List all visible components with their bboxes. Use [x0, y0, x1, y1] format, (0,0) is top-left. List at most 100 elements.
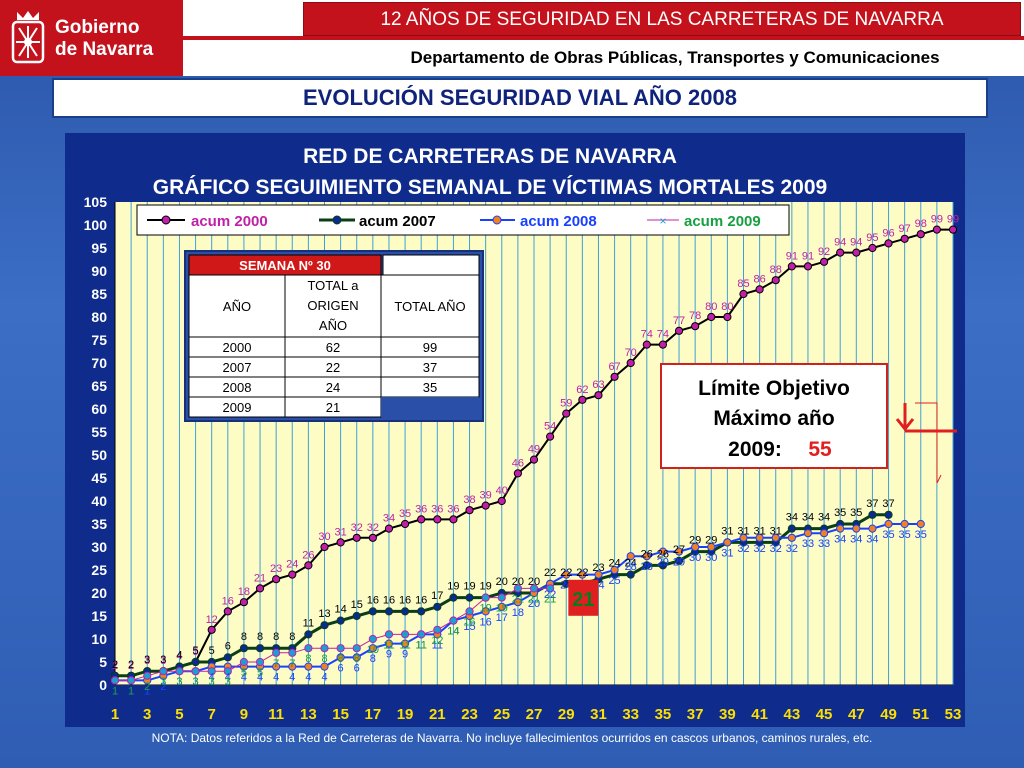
series-2009-point [288, 648, 297, 657]
x-tick-label: 9 [240, 706, 248, 723]
series-2000-data-label: 3 [160, 655, 166, 667]
series-2000-point [900, 234, 909, 243]
series-2008-data-label: 34 [866, 534, 878, 546]
series-2007-data-label: 4 [176, 650, 182, 662]
limit-box: Límite Objetivo Máximo año 2009: 55 [660, 363, 888, 469]
series-2009-data-label: 8 [354, 653, 360, 665]
series-2007-point [239, 644, 249, 653]
series-2007-point [626, 570, 635, 579]
y-tick-label: 20 [91, 585, 107, 601]
series-2008-point [497, 602, 506, 611]
series-2000-data-label: 30 [318, 531, 330, 543]
series-2007-point [642, 561, 651, 570]
week-table-cell-text: 24 [326, 380, 340, 395]
series-2007-point [787, 524, 796, 533]
series-2000-data-label: 95 [866, 232, 878, 244]
series-2008-data-label: 25 [608, 575, 620, 587]
series-2009-data-label: 8 [321, 653, 327, 665]
series-2000-data-label: 99 [931, 214, 943, 226]
week-table-caption-blank [382, 254, 480, 276]
series-2008-point [674, 547, 684, 556]
y-tick-label: 50 [91, 447, 107, 463]
series-2007-data-label: 27 [673, 544, 685, 556]
x-tick-label: 35 [655, 706, 672, 723]
series-2008-data-label: 28 [641, 561, 653, 573]
gobierno-navarra-logo: Gobierno de Navarra [0, 0, 183, 76]
series-2007-data-label: 15 [351, 599, 363, 611]
x-tick-label: 1 [111, 706, 119, 723]
x-tick-label: 19 [397, 706, 414, 723]
series-2000-data-label: 99 [947, 214, 959, 226]
series-2007-data-label: 3 [144, 654, 150, 666]
series-2000-point [610, 372, 619, 381]
week-table-header-origin-cell [284, 274, 382, 338]
series-2009-data-label: 14 [447, 626, 459, 638]
series-2000-point [433, 515, 442, 524]
chart-subtitle: GRÁFICO SEGUIMIENTO SEMANAL DE VÍCTIMAS … [153, 176, 827, 199]
series-2008-data-label: 17 [496, 612, 508, 624]
series-2009-point [143, 671, 152, 680]
x-tick-label: 15 [332, 706, 349, 723]
series-2000-point [852, 248, 861, 257]
series-2000-data-label: 80 [705, 301, 717, 313]
series-2007-point [384, 607, 394, 616]
series-2000-data-label: 98 [915, 218, 927, 230]
series-2000-point [288, 570, 297, 579]
series-2000-point [771, 276, 780, 285]
series-2009-data-label: 7 [289, 658, 295, 670]
legend-label-2000: acum 2000 [191, 213, 268, 230]
series-2000-data-label: 91 [802, 250, 814, 262]
series-2009-data-label: 11 [399, 639, 410, 651]
week-table-cell-text: 2008 [223, 380, 252, 395]
series-2007-data-label: 31 [721, 525, 733, 537]
series-2009-point [497, 593, 506, 602]
series-lines [110, 225, 958, 685]
series-2009-data-label: 19 [496, 603, 508, 615]
series-2008-data-label: 8 [370, 653, 376, 665]
series-2000-point [884, 239, 893, 248]
series-2000-point [739, 289, 748, 299]
series-2008-data-label: 1 [128, 685, 134, 697]
series-2009-point [191, 667, 200, 676]
series-2008-data-label: 4 [289, 672, 295, 684]
series-2008-point [787, 533, 796, 542]
y-tick-label: 65 [91, 378, 107, 394]
y-tick-label: 80 [91, 309, 107, 325]
series-2000-point [304, 561, 313, 570]
series-2009-data-label: 3 [160, 676, 166, 688]
series-2008-data-label: 4 [273, 672, 279, 684]
series-2007-data-label: 13 [318, 608, 330, 620]
series-2000-point [594, 391, 603, 400]
limit-arrow [895, 402, 957, 484]
series-2000-point [400, 519, 410, 529]
x-tick-label: 3 [143, 706, 151, 723]
x-tick-label: 13 [300, 706, 317, 723]
series-2000-point [384, 524, 394, 533]
series-2008-data-label: 4 [305, 672, 311, 684]
series-2000-data-label: 36 [415, 503, 427, 515]
legend-marker-2000 [161, 215, 171, 225]
limit-line-2: Máximo año [713, 407, 834, 430]
series-2009-point [465, 607, 474, 616]
legend-label-2008: acum 2008 [520, 213, 597, 230]
series-2007-point [884, 510, 893, 519]
series-2008-point [707, 542, 716, 552]
series-2000-data-label: 92 [818, 246, 830, 258]
series-2008-point [884, 519, 893, 529]
current-week-marker [568, 579, 599, 616]
week-table-cell-text: 21 [326, 400, 340, 415]
series-2000-data-label: 24 [286, 559, 298, 571]
x-tick-label: 47 [848, 706, 865, 723]
series-2008-data-label: 4 [257, 672, 263, 684]
series-2007-point [223, 653, 232, 662]
series-2000-point [207, 625, 216, 634]
y-tick-label: 75 [91, 332, 107, 348]
series-2009-point [127, 676, 136, 685]
series-2008-point [481, 607, 490, 616]
series-2008-data-label: 14 [447, 626, 459, 638]
series-2007-point [658, 561, 668, 570]
series-2007-data-label: 34 [802, 512, 814, 524]
series-2008-data-label: 30 [705, 552, 717, 564]
series-2007-data-label: 8 [289, 631, 295, 643]
x-tick-label: 39 [719, 706, 736, 723]
